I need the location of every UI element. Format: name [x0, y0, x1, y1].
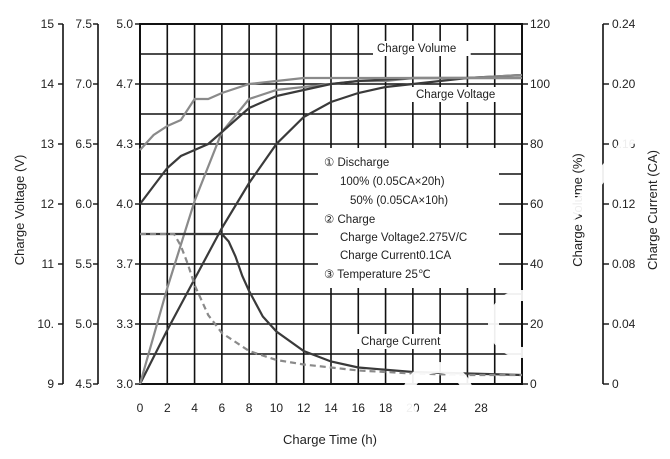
x-axis-tick-label: 14 — [324, 401, 338, 415]
right-axis-2-tick-label: 0.08 — [612, 257, 636, 271]
left-axis-1-tick-label: 12 — [41, 197, 55, 211]
chart-axes: 9 10. 11 12 13 14 15 4.5 5.0 5.5 6.0 6.5 7.0 7.5 3.0 3.… — [12, 17, 660, 447]
x-axis-tick-label: 6 — [219, 401, 226, 415]
watermark-ring-2 — [402, 362, 474, 434]
x-axis-tick-label: 10 — [270, 401, 284, 415]
left-axis-1-tick-label: 11 — [42, 257, 55, 271]
series-line-charge-volume — [139, 73, 523, 385]
right-axis-1-tick-label: 40 — [530, 257, 544, 271]
left-axis-2-tick-label: 4.5 — [75, 377, 92, 391]
series-line-charge-current — [140, 232, 523, 377]
left-axis-2-tick-label: 5.5 — [75, 257, 92, 271]
right-axis-1-tick-label: 120 — [530, 17, 550, 31]
left-axis-2-tick-label: 5.0 — [75, 317, 92, 331]
right-axis-1-tick-label: 60 — [530, 197, 544, 211]
annotation-line: 100% (0.05CA×20h) — [340, 176, 445, 188]
series-layer — [138, 73, 523, 385]
annotation-line: 50% (0.05CA×10h) — [350, 195, 448, 207]
right-axis-2-tick-label: 0 — [612, 377, 619, 391]
x-axis-title: Charge Time (h) — [283, 432, 377, 447]
annotation-block: ① Discharge 100% (0.05CA×20h) 50% (0.05CA×… — [318, 148, 499, 288]
series-line-charge-voltage — [139, 76, 522, 151]
left-axis-2-tick-label: 6.0 — [75, 197, 92, 211]
annotation-bg — [318, 148, 499, 288]
left-axis-3-tick-label: 3.3 — [116, 317, 133, 331]
left-axis-1-tick-label: 13 — [41, 137, 55, 151]
left-axis-3-tick-label: 3.7 — [116, 257, 133, 271]
curve-label-bg — [357, 334, 462, 349]
annotation-line: ② Charge — [324, 214, 375, 226]
right-axis-1-tick-label: 100 — [530, 77, 550, 91]
left-axis-2-tick-label: 7.5 — [75, 17, 92, 31]
curve-label-charge-current: Charge Current — [361, 336, 441, 348]
curve-labels: Charge Volume Charge Voltage Charge Curren… — [357, 41, 517, 349]
x-axis-tick-label: 18 — [379, 401, 393, 415]
left-axis-3-tick-label: 4.3 — [116, 137, 133, 151]
annotation-line: ③ Temperature 25℃ — [324, 269, 431, 281]
left-axis-1-tick-label: 10. — [37, 317, 54, 331]
x-axis-tick-label: 28 — [474, 401, 488, 415]
right-axis-1-tick-label: 80 — [530, 137, 544, 151]
left-axis-3-tick-label: 3.0 — [116, 377, 133, 391]
annotation-line: Charge Current0.1CA — [340, 250, 452, 262]
right-axis-2-tick-label: 0.04 — [612, 317, 636, 331]
curve-label-charge-voltage: Charge Voltage — [416, 89, 495, 101]
left-axis-2-tick-label: 6.5 — [75, 137, 92, 151]
x-axis-tick-label: 8 — [246, 401, 253, 415]
annotation-line: ① Discharge — [324, 157, 389, 169]
curve-label-bg — [373, 41, 471, 56]
left-axis-3-tick-label: 4.0 — [116, 197, 133, 211]
right-axis-1-tick-label: 0 — [530, 377, 537, 391]
x-axis-tick-label: 2 — [164, 401, 171, 415]
left-axis-title: Charge Voltage (V) — [12, 155, 27, 266]
left-axis-3-tick-label: 5.0 — [116, 17, 133, 31]
curve-label-charge-volume: Charge Volume — [377, 43, 456, 55]
left-axis-1-tick-label: 9 — [47, 377, 54, 391]
left-axis-1-tick-label: 14 — [41, 77, 55, 91]
series-line-charge-current — [140, 232, 522, 377]
right-axis-2-tick-label: 0.12 — [612, 197, 636, 211]
watermark-ring-1 — [488, 290, 556, 358]
right-axis-2-tick-label: 0.24 — [612, 17, 636, 31]
x-axis-tick-label: 0 — [137, 401, 144, 415]
x-axis-tick-label: 4 — [191, 401, 198, 415]
left-axis-3-tick-label: 4.7 — [116, 77, 133, 91]
left-axis-1-tick-label: 15 — [41, 17, 55, 31]
x-axis-tick-label: 12 — [297, 401, 311, 415]
annotation-line: Charge Voltage2.275V/C — [340, 232, 467, 244]
x-axis-tick-label: 16 — [352, 401, 366, 415]
right-axis-2-title: Charge Current (CA) — [645, 150, 660, 270]
right-axis-2-tick-label: 0.20 — [612, 77, 636, 91]
curve-label-bg — [412, 87, 517, 102]
left-axis-2-tick-label: 7.0 — [75, 77, 92, 91]
